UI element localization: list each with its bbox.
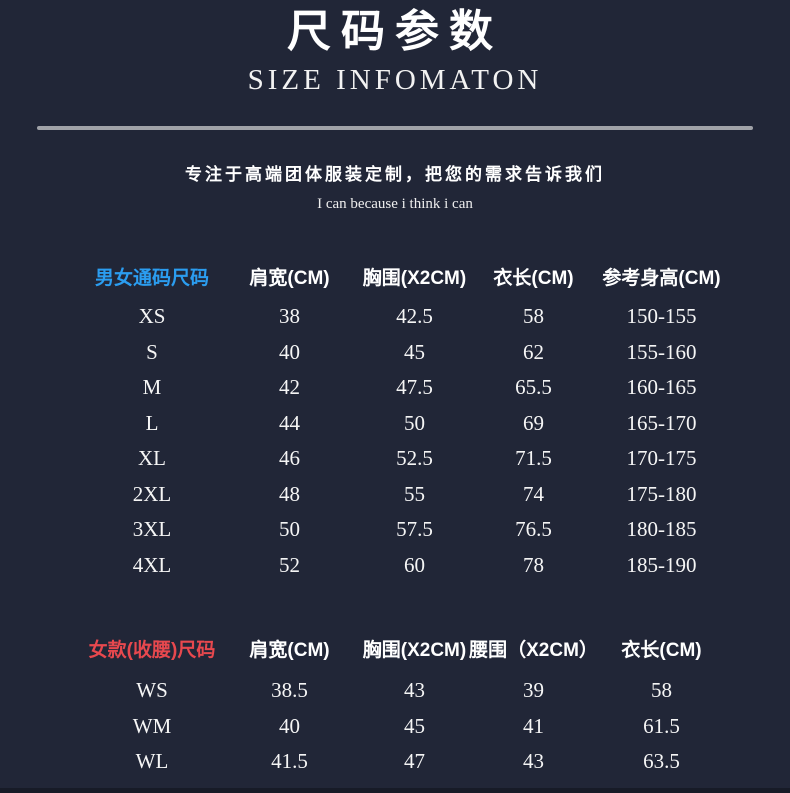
unisex-table-label: 男女通码尺码 (94, 267, 209, 289)
table-cell: 63.5 (643, 749, 680, 774)
table-cell: 40 (279, 713, 300, 738)
table-cell: 71.5 (515, 446, 552, 471)
size-label: WS (136, 678, 168, 703)
women-size-table: 女款(收腰)尺码 肩宽(CM) 胸围(X2CM) 腰围（X2CM） 衣长(CM)… (80, 623, 730, 780)
table-cell: 46 (279, 446, 300, 471)
table-cell: 155-160 (626, 339, 697, 364)
table-cell: 45 (404, 713, 425, 738)
divider-line (37, 126, 753, 130)
column-header-chest: 胸围(X2CM) (362, 639, 467, 661)
table-cell: 38.5 (271, 678, 308, 703)
table-cell: 52 (279, 552, 300, 577)
table-cell: 180-185 (626, 517, 697, 542)
table-cell: 39 (523, 678, 544, 703)
table-cell: 38 (279, 304, 300, 329)
table-cell: 60 (404, 552, 425, 577)
table-cell: 41.5 (271, 749, 308, 774)
table-cell: 50 (404, 410, 425, 435)
table-cell: 52.5 (396, 446, 433, 471)
column-header-shoulder: 肩宽(CM) (249, 639, 330, 661)
table-cell: 74 (523, 481, 544, 506)
table-cell: 41 (523, 713, 544, 738)
table-cell: 43 (523, 749, 544, 774)
table-cell: 165-170 (626, 410, 697, 435)
table-cell: 55 (404, 481, 425, 506)
table-cell: 175-180 (626, 481, 697, 506)
size-label: XL (138, 446, 166, 471)
table-cell: 42.5 (396, 304, 433, 329)
tagline-text: 专注于高端团体服装定制，把您的需求告诉我们 (185, 165, 605, 184)
table-cell: 40 (279, 339, 300, 364)
table-cell: 44 (279, 410, 300, 435)
bottom-strip (0, 788, 790, 793)
table-cell: 65.5 (515, 375, 552, 400)
size-label: S (146, 339, 158, 364)
table-cell: 42 (279, 375, 300, 400)
column-header-waist: 腰围（X2CM） (469, 639, 598, 661)
table-cell: 170-175 (626, 446, 697, 471)
motto-text: I can because i think i can (317, 196, 473, 212)
table-cell: 58 (523, 304, 544, 329)
table-cell: 160-165 (626, 375, 697, 400)
column-header-chest: 胸围(X2CM) (362, 267, 467, 289)
table-cell: 48 (279, 481, 300, 506)
column-header-shoulder: 肩宽(CM) (249, 267, 330, 289)
size-label: WL (135, 749, 169, 774)
table-cell: 150-155 (626, 304, 697, 329)
size-label: M (142, 375, 162, 400)
size-label: 2XL (132, 481, 172, 506)
size-label: 3XL (132, 517, 172, 542)
table-cell: 69 (523, 410, 544, 435)
unisex-size-table: 男女通码尺码 肩宽(CM) 胸围(X2CM) 衣长(CM) 参考身高(CM) X… (80, 253, 730, 583)
column-header-length: 衣长(CM) (621, 639, 702, 661)
table-cell: 47.5 (396, 375, 433, 400)
table-cell: 47 (404, 749, 425, 774)
table-cell: 57.5 (396, 517, 433, 542)
size-label: WM (132, 713, 172, 738)
table-cell: 58 (651, 678, 672, 703)
page-title-english: SIZE INFOMATON (247, 64, 543, 96)
table-cell: 45 (404, 339, 425, 364)
table-cell: 78 (523, 552, 544, 577)
column-header-height: 参考身高(CM) (602, 267, 721, 289)
women-table-label: 女款(收腰)尺码 (88, 639, 216, 661)
page-title-chinese: 尺码参数 (287, 6, 503, 57)
size-label: XS (138, 304, 166, 329)
table-cell: 43 (404, 678, 425, 703)
table-cell: 50 (279, 517, 300, 542)
column-header-length: 衣长(CM) (493, 267, 574, 289)
table-cell: 62 (523, 339, 544, 364)
table-cell: 61.5 (643, 713, 680, 738)
size-label: 4XL (132, 552, 172, 577)
table-cell: 185-190 (626, 552, 697, 577)
size-label: L (145, 410, 159, 435)
table-cell: 76.5 (515, 517, 552, 542)
